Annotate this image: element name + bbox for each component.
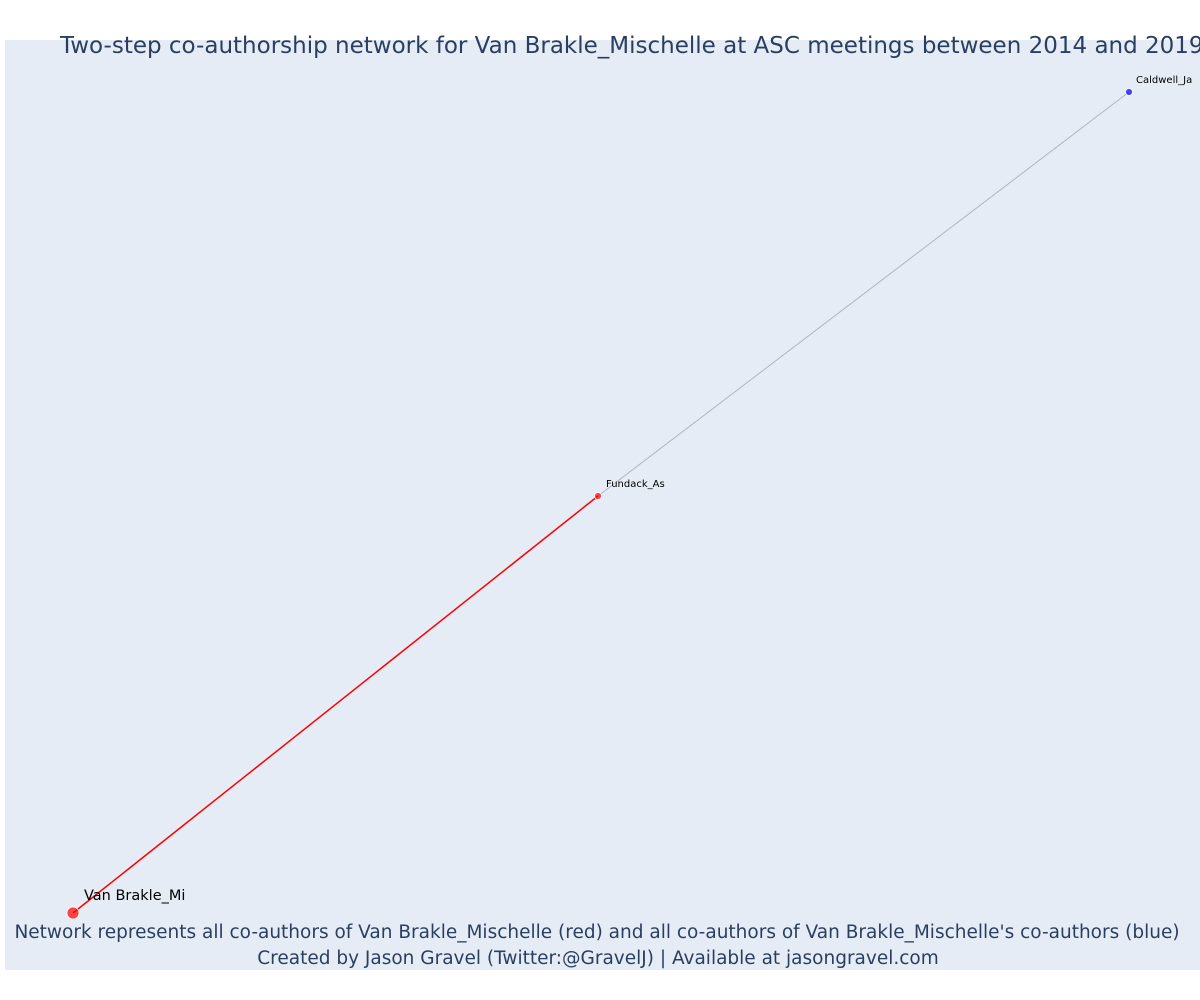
plot-background: [5, 40, 1200, 970]
edge-fundack-caldwell: [597, 91, 1130, 497]
edge-van-brakle-fundack: [72, 495, 599, 914]
node-caldwell[interactable]: [1125, 88, 1133, 96]
node-van-brakle[interactable]: [66, 906, 80, 920]
chart-title: Two-step co-authorship network for Van B…: [59, 33, 1200, 59]
node-label-van-brakle: Van Brakle_Mi: [84, 888, 185, 904]
caption-line-1: Network represents all co-authors of Van…: [14, 922, 1179, 943]
edges-layer: [72, 91, 1130, 914]
caption-line-2: Created by Jason Gravel (Twitter:@Gravel…: [257, 948, 939, 969]
node-label-fundack: Fundack_As: [606, 479, 665, 490]
nodes-layer: Van Brakle_Mi Fundack_As Caldwell_Ja: [66, 75, 1192, 920]
node-label-caldwell: Caldwell_Ja: [1136, 75, 1192, 86]
node-fundack[interactable]: [594, 492, 602, 500]
